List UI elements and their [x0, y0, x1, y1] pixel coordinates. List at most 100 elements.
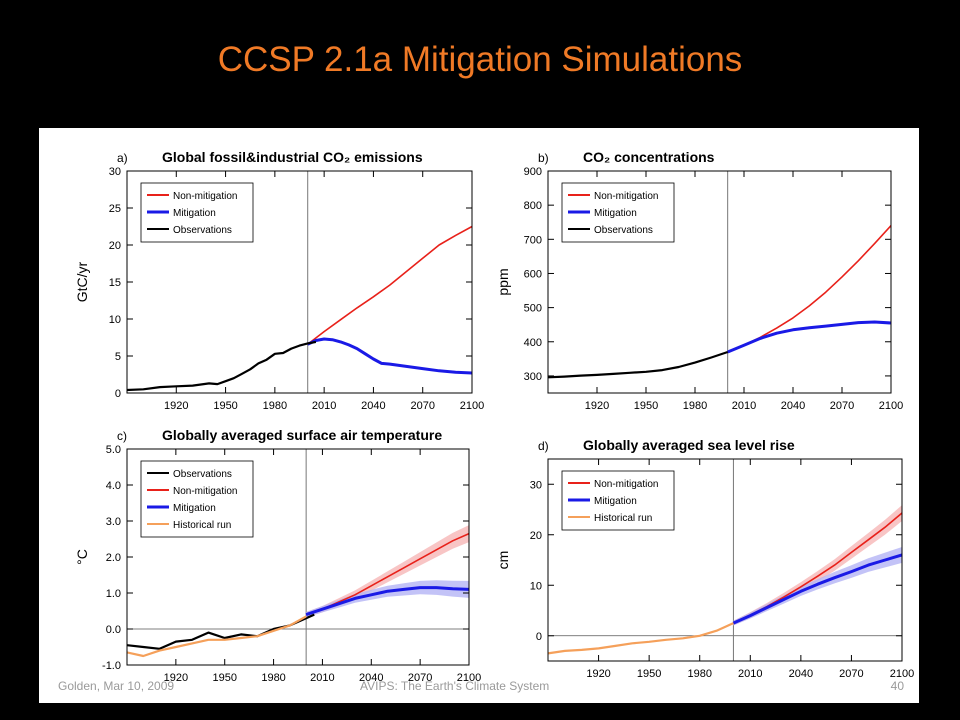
y-tick-label: 900 [524, 166, 542, 178]
legend-label: Mitigation [173, 503, 216, 514]
panel-label: a) [117, 151, 128, 165]
panel-label: d) [538, 439, 549, 453]
x-tick-label: 1980 [687, 668, 711, 680]
x-tick-label: 2040 [359, 672, 383, 684]
plot-frame [547, 458, 903, 662]
x-tick-label: 1950 [637, 668, 661, 680]
panel-label: c) [117, 429, 127, 443]
footer-presenter-date: Golden, Mar 10, 2009 [58, 679, 175, 693]
x-tick-label: 2100 [879, 400, 903, 412]
y-tick-label: 500 [524, 303, 542, 315]
panel-title: CO₂ concentrations [583, 149, 715, 165]
y-tick-label: 30 [109, 166, 121, 178]
y-tick-label: 4.0 [106, 480, 121, 492]
series-line-historical-run [126, 615, 307, 658]
legend: Non-mitigation Mitigation Observations [561, 182, 675, 243]
y-tick-label: 0.0 [106, 624, 121, 636]
series-line-historical-run [547, 622, 734, 655]
chart-panel-1: a) Global fossil&industrial CO₂ emissions… [74, 149, 484, 412]
uncertainty-band [306, 580, 469, 618]
y-tick-label: 300 [524, 371, 542, 383]
x-tick-label: 1950 [212, 672, 236, 684]
legend: Observations Non-mitigation Mitigation Hist… [140, 460, 254, 538]
series-line-observations [547, 350, 729, 379]
x-tick-label: 1920 [586, 668, 610, 680]
chart-panel-2: b) CO₂ concentrations 1920 1950 1980 2010 2040… [495, 149, 903, 412]
panel-title: Global fossil&industrial CO₂ emissions [162, 149, 423, 165]
legend-label: Observations [173, 225, 232, 236]
series-line-mitigation [305, 586, 470, 617]
legend-label: Mitigation [594, 208, 637, 219]
x-tick-label: 2010 [732, 400, 756, 412]
series-line-non-mitigation [307, 225, 473, 345]
legend-label: Historical run [594, 513, 652, 524]
y-tick-label: 10 [530, 580, 542, 592]
x-tick-label: 2070 [839, 668, 863, 680]
plot-frame [547, 170, 892, 394]
legend-label: Mitigation [173, 208, 216, 219]
x-tick-label: 1980 [683, 400, 707, 412]
y-tick-label: 0 [115, 388, 121, 400]
slide-title: CCSP 2.1a Mitigation Simulations [217, 40, 743, 79]
panel-title: Globally averaged surface air temperatur… [162, 427, 442, 443]
y-axis-label: cm [495, 551, 511, 570]
x-tick-label: 1980 [263, 400, 287, 412]
legend: Non-mitigation Mitigation Observations [140, 182, 254, 243]
y-tick-label: 5.0 [106, 444, 121, 456]
y-axis-label: GtC/yr [74, 261, 90, 302]
legend-label: Observations [594, 225, 653, 236]
panel-label: b) [538, 151, 549, 165]
y-axis-label: ppm [495, 268, 511, 295]
x-tick-label: 1920 [164, 672, 188, 684]
figure-panel: a) Global fossil&industrial CO₂ emissions… [39, 128, 919, 703]
x-tick-label: 2040 [789, 668, 813, 680]
legend-label: Historical run [173, 520, 231, 531]
panel-title: Globally averaged sea level rise [583, 437, 795, 453]
footer-course-title: AVIPS: The Earth's Climate System [360, 679, 550, 693]
x-tick-label: 2070 [410, 400, 434, 412]
x-tick-label: 2010 [738, 668, 762, 680]
x-tick-label: 1950 [634, 400, 658, 412]
x-tick-label: 2100 [457, 672, 481, 684]
uncertainty-band [306, 525, 469, 618]
series-line-mitigation [727, 320, 892, 354]
x-tick-label: 2040 [781, 400, 805, 412]
y-tick-label: 400 [524, 337, 542, 349]
y-tick-label: 3.0 [106, 516, 121, 528]
x-tick-label: 2010 [312, 400, 336, 412]
legend-label: Observations [173, 469, 232, 480]
series-line-observations [126, 613, 315, 650]
y-tick-label: 700 [524, 234, 542, 246]
y-tick-label: 25 [109, 203, 121, 215]
y-tick-label: 20 [530, 530, 542, 542]
uncertainty-band [733, 547, 902, 626]
y-tick-label: 0 [536, 631, 542, 643]
y-tick-label: 800 [524, 200, 542, 212]
y-tick-label: -1.0 [102, 660, 121, 672]
chart-panel-3: c) Globally averaged surface air temperat… [74, 427, 481, 684]
x-tick-label: 2010 [310, 672, 334, 684]
legend-label: Non-mitigation [173, 486, 237, 497]
legend-label: Mitigation [594, 496, 637, 507]
y-tick-label: 5 [115, 351, 121, 363]
y-tick-label: 2.0 [106, 552, 121, 564]
x-tick-label: 2070 [408, 672, 432, 684]
y-tick-label: 15 [109, 277, 121, 289]
y-tick-label: 10 [109, 314, 121, 326]
legend-label: Non-mitigation [173, 191, 237, 202]
x-tick-label: 2070 [830, 400, 854, 412]
series-line-non-mitigation [727, 225, 892, 353]
x-tick-label: 1950 [213, 400, 237, 412]
x-tick-label: 1920 [585, 400, 609, 412]
x-tick-label: 1980 [261, 672, 285, 684]
page-number: 40 [890, 679, 904, 693]
legend-label: Non-mitigation [594, 479, 658, 490]
y-tick-label: 20 [109, 240, 121, 252]
y-tick-label: 1.0 [106, 588, 121, 600]
x-tick-label: 1920 [164, 400, 188, 412]
x-tick-label: 2100 [890, 668, 914, 680]
chart-figure: a) Global fossil&industrial CO₂ emissions… [74, 149, 914, 684]
series-line-mitigation [307, 337, 473, 375]
x-tick-label: 2100 [460, 400, 484, 412]
x-tick-label: 2040 [361, 400, 385, 412]
